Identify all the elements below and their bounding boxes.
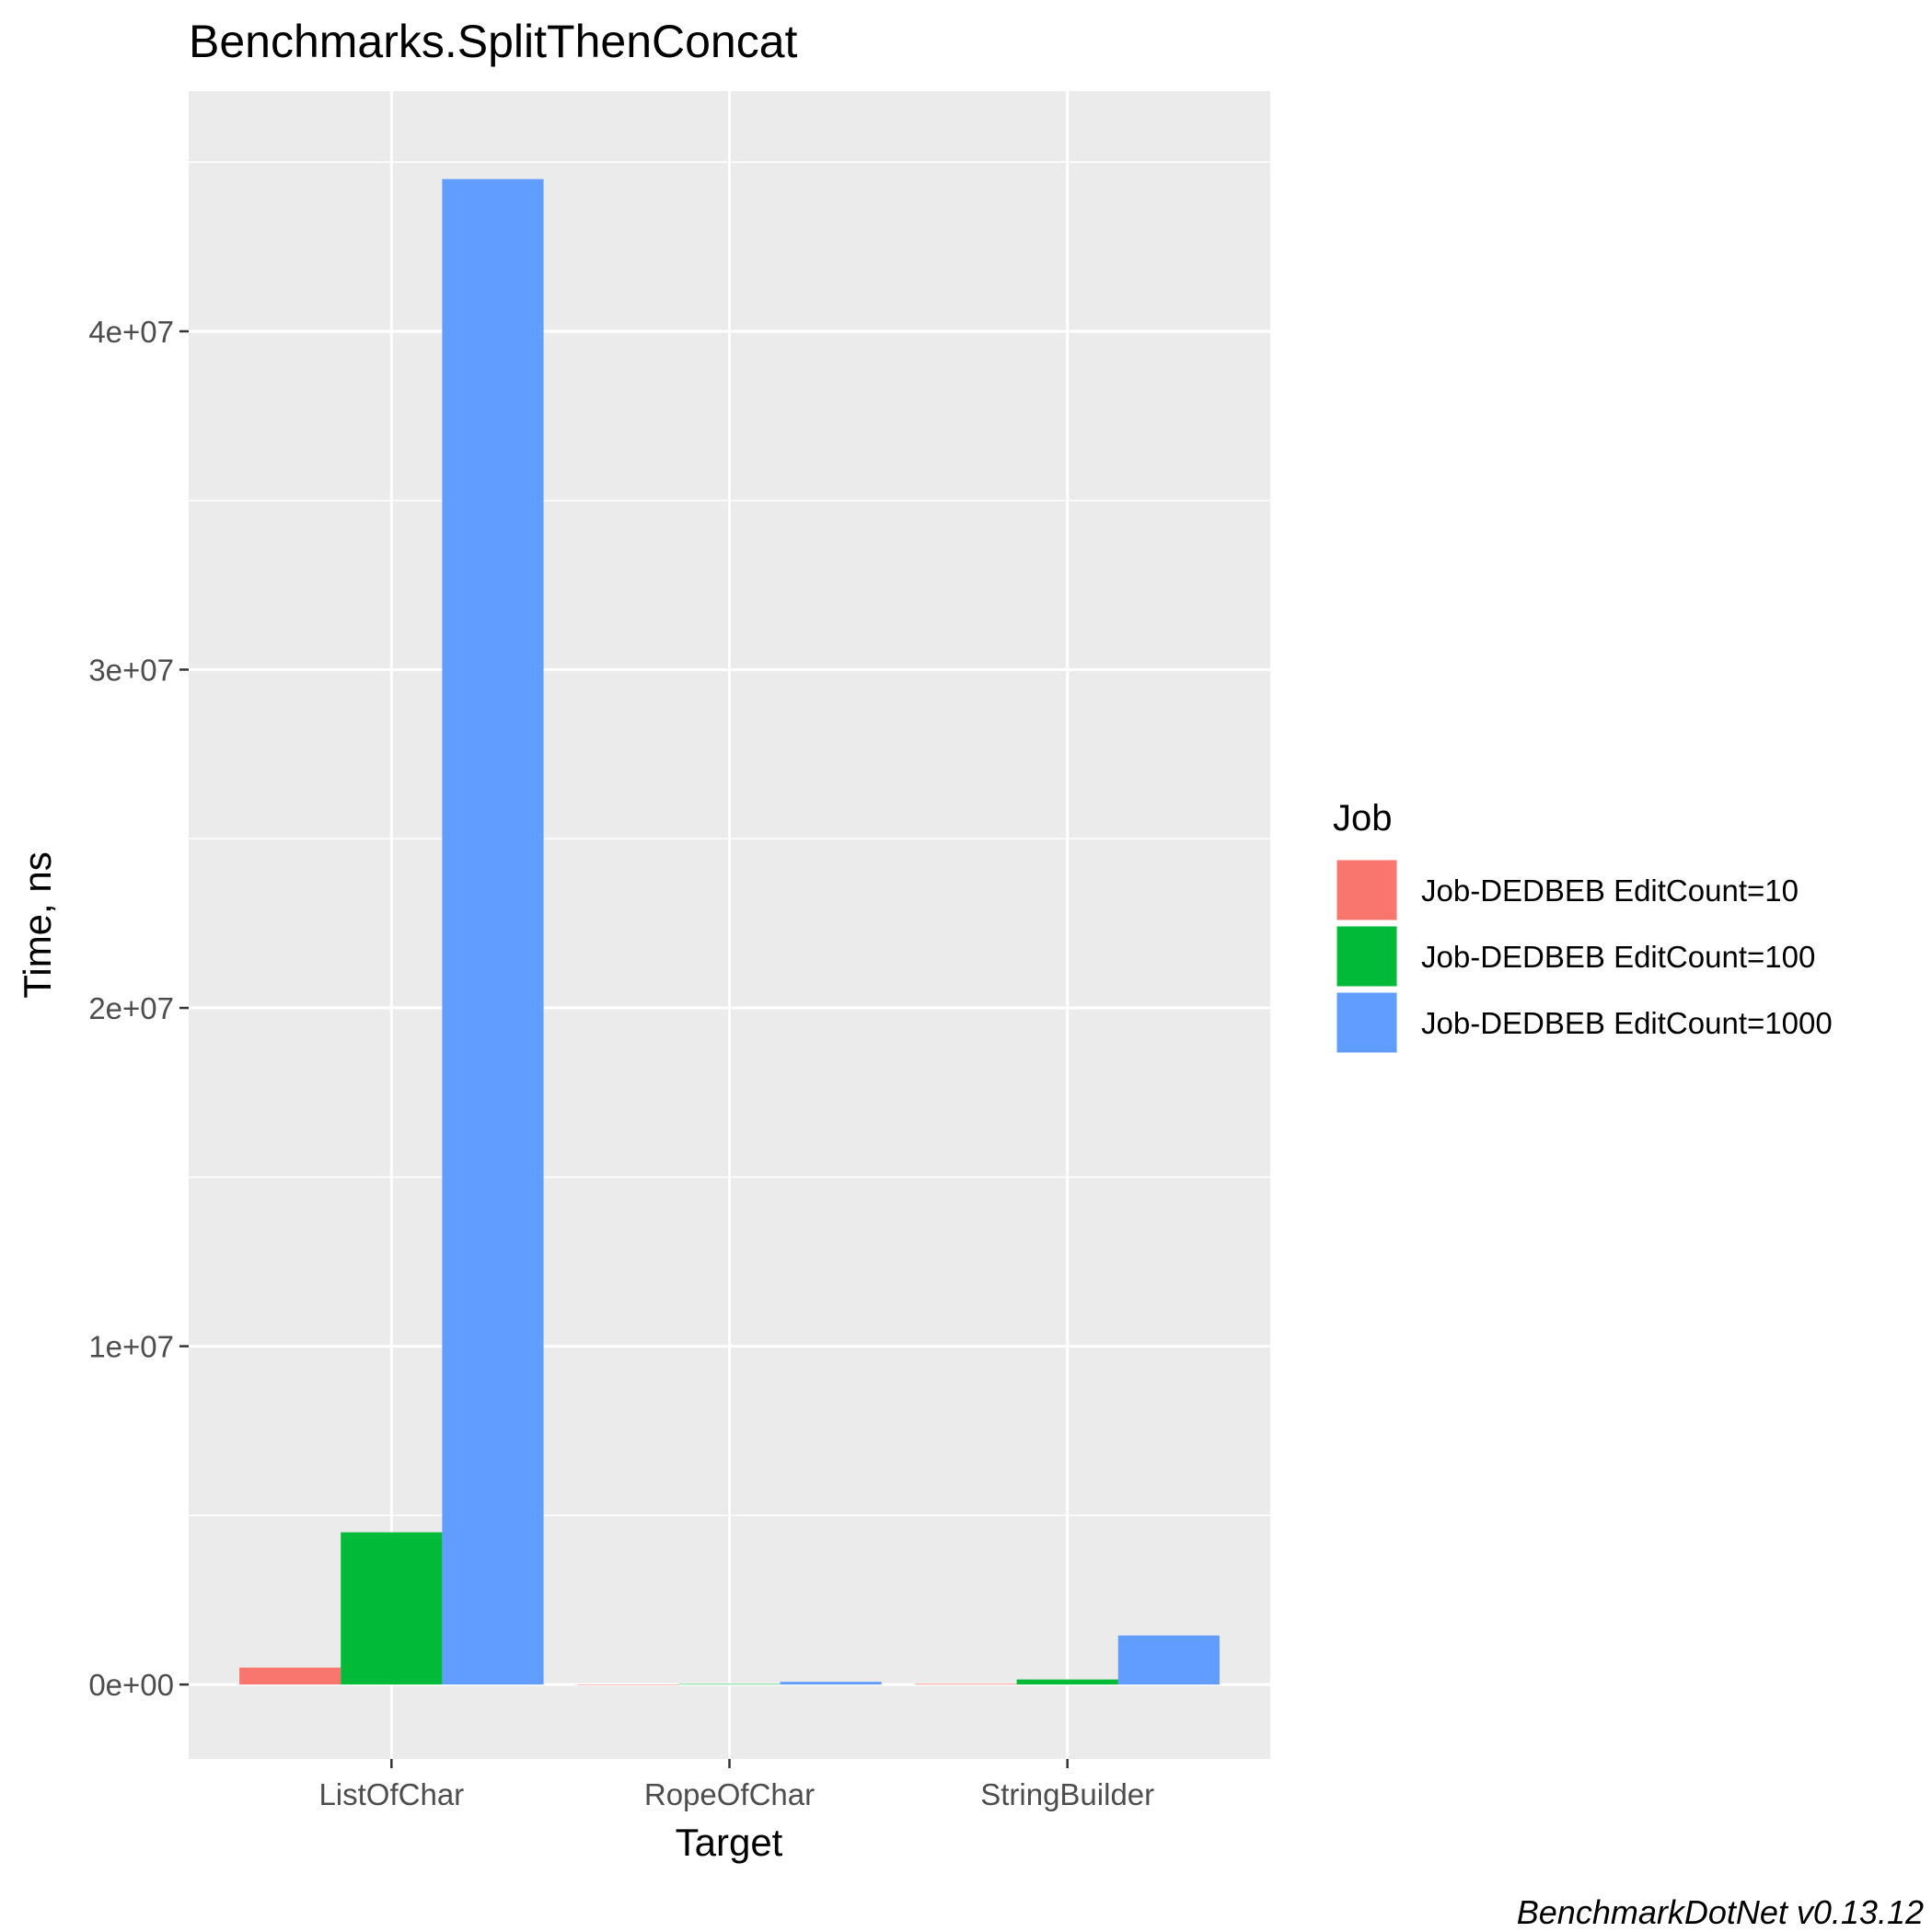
bars (239, 179, 1220, 1685)
legend-label: Job-DEDBEB EditCount=1000 (1421, 1006, 1833, 1040)
y-tick-label: 3e+07 (88, 654, 174, 688)
caption: BenchmarkDotNet v0.13.12 (1517, 1893, 1924, 1931)
bar (577, 1684, 679, 1685)
legend-title: Job (1333, 798, 1393, 839)
grid-major (189, 91, 1270, 1759)
x-tick-label: ListOfChar (318, 1777, 464, 1811)
legend-swatch (1334, 857, 1400, 923)
bar (1117, 1635, 1220, 1685)
bar (1016, 1679, 1118, 1685)
x-tick-label: StringBuilder (980, 1777, 1154, 1811)
bar (780, 1682, 882, 1685)
x-tick-label: RopeOfChar (644, 1777, 815, 1811)
legend-swatch (1334, 923, 1400, 989)
bar (239, 1667, 341, 1685)
bar (442, 179, 544, 1685)
y-axis: 0e+00 1e+07 2e+07 3e+07 4e+07 (88, 315, 189, 1702)
y-tick-label: 4e+07 (88, 315, 174, 349)
legend: Job Job-DEDBEB EditCount=10 Job-DEDBEB Ed… (1333, 798, 1833, 1056)
y-axis-title: Time, ns (16, 851, 59, 998)
legend-swatch (1334, 989, 1400, 1056)
y-tick-label: 2e+07 (88, 991, 174, 1025)
legend-label: Job-DEDBEB EditCount=10 (1421, 873, 1799, 908)
bar (341, 1532, 443, 1685)
y-tick-label: 0e+00 (88, 1668, 174, 1702)
bar (915, 1683, 1017, 1685)
bar (678, 1683, 781, 1685)
chart-title: Benchmarks.SplitThenConcat (189, 16, 798, 67)
y-tick-label: 1e+07 (88, 1330, 174, 1364)
legend-label: Job-DEDBEB EditCount=100 (1421, 940, 1815, 974)
x-axis: ListOfChar RopeOfChar StringBuilder (318, 1759, 1154, 1811)
x-axis-title: Target (676, 1821, 783, 1864)
